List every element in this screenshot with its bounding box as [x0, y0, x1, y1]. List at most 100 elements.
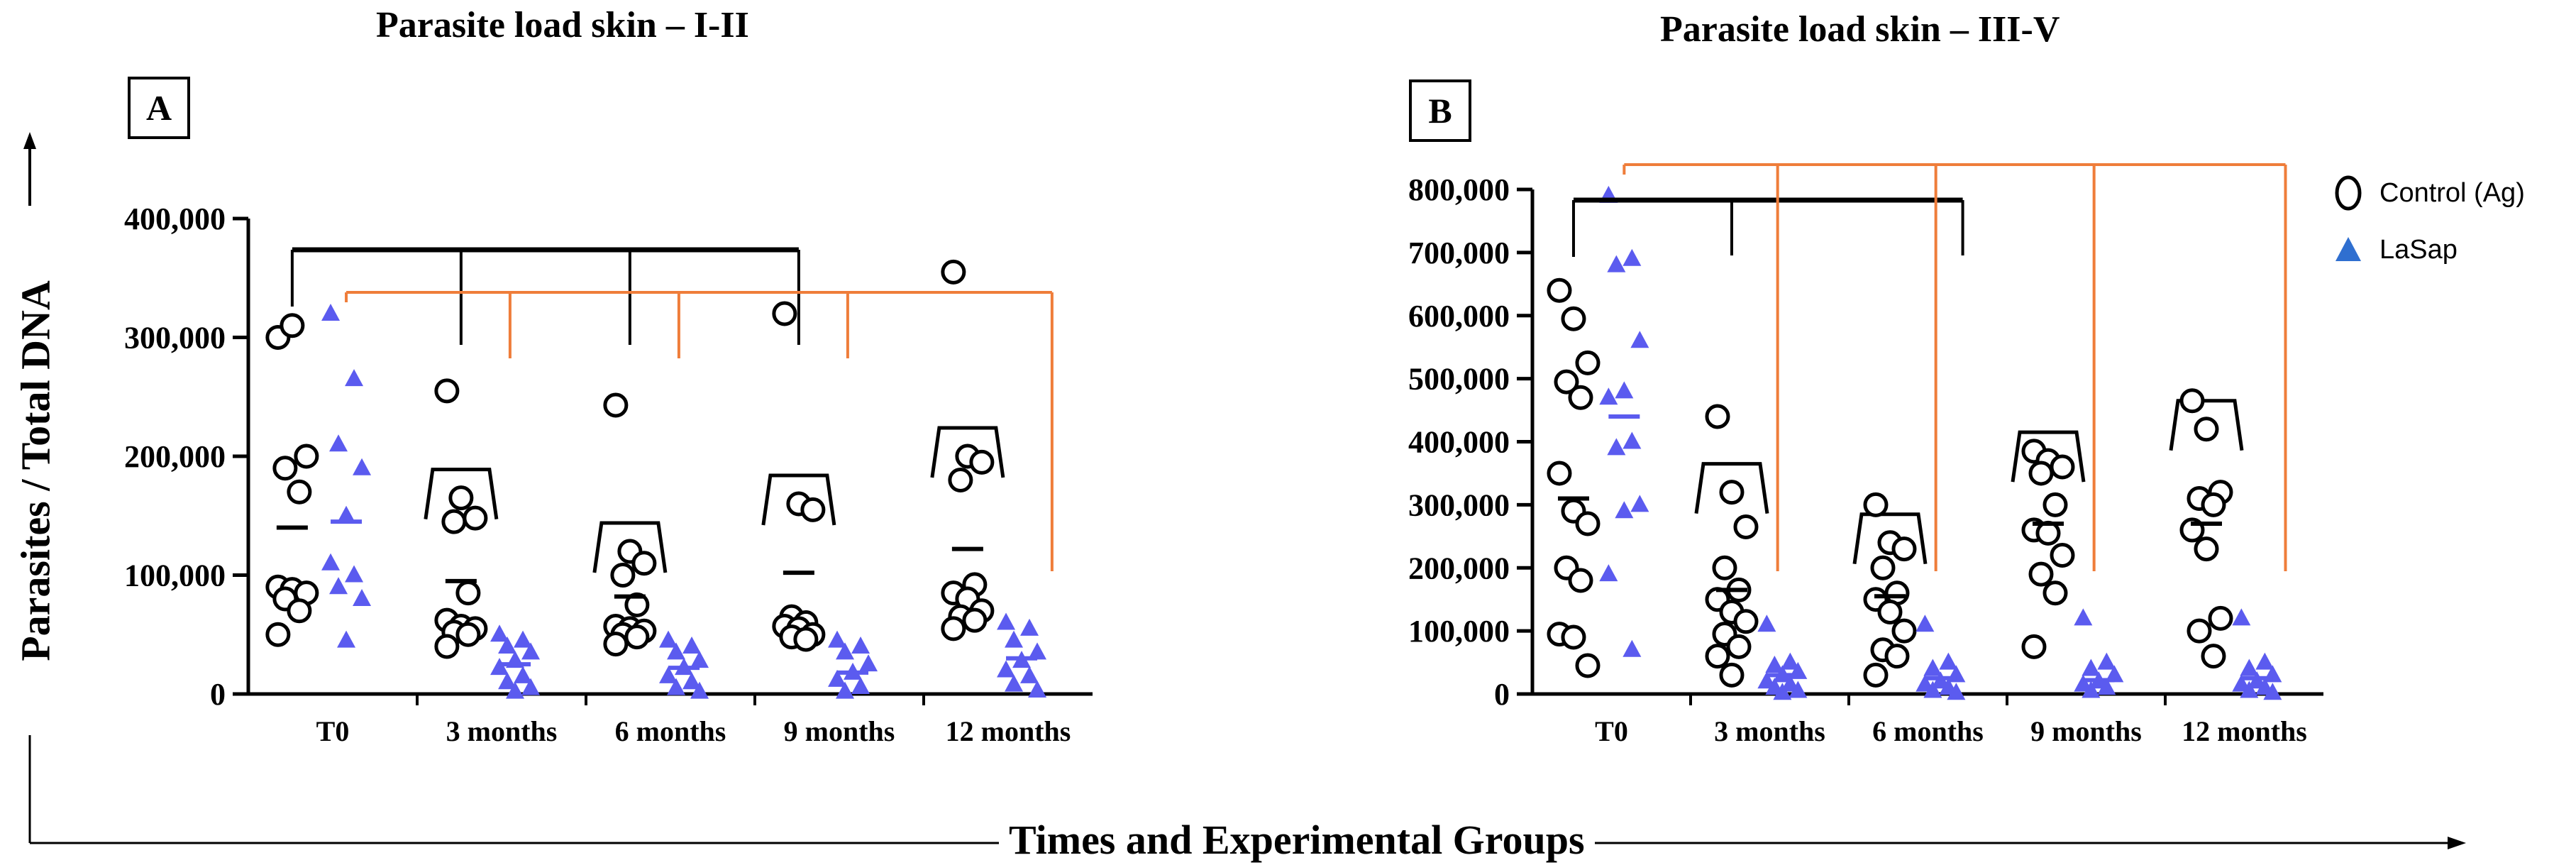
panel-b-category-label: 12 months [2182, 715, 2307, 747]
panel-a-lasap-point [1028, 642, 1047, 660]
panel-b-category-label: 9 months [2030, 715, 2142, 747]
panel-b-lasap-point [1630, 331, 1649, 348]
panel-b-ytick-label: 0 [1494, 677, 1510, 712]
panel-b-control-point [2050, 454, 2075, 480]
panel-b-control-point [2042, 580, 2068, 606]
panel-a-control-point [441, 509, 467, 534]
panel-a-bracket [761, 473, 836, 526]
panel-b-lasap-point [1939, 652, 1958, 670]
panel-b-control-point [2179, 388, 2205, 414]
panel-a-lasap-point [1005, 630, 1024, 648]
circle-marker-icon [2335, 175, 2362, 211]
panel-b-control-point [1726, 634, 1752, 659]
panel-b-control-point [1719, 662, 1745, 688]
panel-a-control-point [969, 449, 995, 475]
panel-a-lasap-point [345, 565, 364, 583]
panel-b-lasap-point [1765, 656, 1784, 673]
panel-a-control-point [631, 551, 657, 576]
panel-b-control-point [2187, 618, 2212, 644]
panel-a-lasap-point [682, 637, 702, 654]
panel-a-lasap-point [490, 658, 509, 676]
panel-b-control-point [1705, 644, 1730, 669]
panel-a-control-point [294, 443, 319, 469]
panel-b-lasap-point [1923, 659, 1942, 676]
panel-b-lasap-point [1623, 248, 1642, 266]
panel-b-control-point [1733, 514, 1759, 539]
panel-a-lasap-point [851, 637, 870, 654]
legend-item-lasap: LaSap [2334, 221, 2525, 278]
panel-a-lasap-point [514, 630, 533, 648]
legend-label-control: Control (Ag) [2379, 177, 2525, 208]
panel-b-control-point [1712, 555, 1737, 580]
panel-b-lasap-point [2074, 608, 2093, 626]
panel-a-lasap-point [337, 505, 356, 523]
panel-a-lasap-point [329, 434, 348, 452]
panel-b-control-point [1547, 461, 1572, 486]
panel-b-control-point [1877, 599, 1903, 624]
panel-a-control-point [272, 456, 298, 481]
x-axis-label: Times and Experimental Groups [999, 816, 1595, 864]
panel-b-control-point [1554, 369, 1579, 395]
panel-a-lasap-point [1020, 618, 1039, 636]
panel-a-ytick-label: 200,000 [124, 439, 226, 474]
panel-a-lasap-point [859, 654, 878, 672]
panel-b-lasap-point [2240, 659, 2259, 676]
panel-a-control-point [610, 563, 636, 588]
panel-a-control-point [455, 622, 481, 647]
panel-b-ytick-label: 700,000 [1408, 236, 1510, 270]
panel-b-lasap-point [2105, 665, 2124, 683]
panel-a-lasap-point [690, 681, 709, 699]
panel-b-bracket [1694, 462, 1769, 514]
panel-b-control-point [2021, 634, 2047, 659]
panel-a-category-label: 9 months [784, 715, 895, 747]
panel-a-lasap-point [851, 676, 870, 694]
panel-b-lasap-point [1781, 652, 1800, 670]
panel-b-lasap-point [1599, 387, 1618, 405]
panel-a-bracket [424, 468, 499, 519]
panel-a-lasap-point [490, 624, 509, 642]
y-arrow-head [23, 132, 36, 149]
panel-a-control-point [448, 485, 474, 511]
panel-b-control-point [1870, 555, 1896, 580]
panel-a-lasap-point [514, 666, 533, 683]
panel-b-control-point [1575, 511, 1601, 536]
panel-b-ytick-label: 100,000 [1408, 614, 1510, 649]
panel-a-lasap-point [997, 660, 1016, 678]
panel-a-category-label: 6 months [615, 715, 726, 747]
panel-b-control-point [1884, 644, 1910, 669]
panel-a-lasap-point [682, 672, 702, 690]
panel-b-bracket [1852, 512, 1928, 565]
panel-a-control-point [434, 378, 460, 404]
panel-a-lasap-point [659, 666, 678, 683]
panel-b-control-point [1547, 277, 1572, 303]
panel-b-control-point [1733, 609, 1759, 634]
panel-a-control-point [434, 634, 460, 659]
panel-b-control-point [2042, 492, 2068, 517]
panel-a-lasap-point [506, 681, 525, 699]
panel-b-lasap-point [2082, 681, 2101, 698]
panel-b-category-label: 6 months [1872, 715, 1984, 747]
panel-b-lasap-point [2232, 608, 2251, 626]
panel-a-lasap-point [836, 681, 855, 699]
panel-b-control-point [2050, 542, 2075, 568]
panel-a-category-label: 3 months [446, 715, 558, 747]
panel-a-category-label: T0 [316, 715, 350, 747]
panel-b-control-point [1719, 480, 1745, 505]
panel-a-control-point [941, 259, 966, 285]
panel-a-control-point [603, 632, 629, 657]
panel-b-lasap-point [1916, 615, 1935, 632]
panel-b-lasap-point [1789, 681, 1808, 698]
panel-a-control-point [287, 479, 312, 505]
panel-a-control-point [948, 468, 973, 492]
panel-a-lasap-point [521, 678, 541, 695]
panel-b-control-point [1863, 662, 1889, 688]
panel-b-lasap-point [1607, 438, 1626, 456]
panel-a-lasap-point [329, 577, 348, 595]
panel-b-bracket [2011, 430, 2086, 483]
panel-b-ytick-label: 500,000 [1408, 362, 1510, 397]
panel-b-bracket [2169, 399, 2244, 451]
panel-a-ytick-label: 0 [210, 677, 226, 712]
panel-a-lasap-point [345, 369, 364, 387]
